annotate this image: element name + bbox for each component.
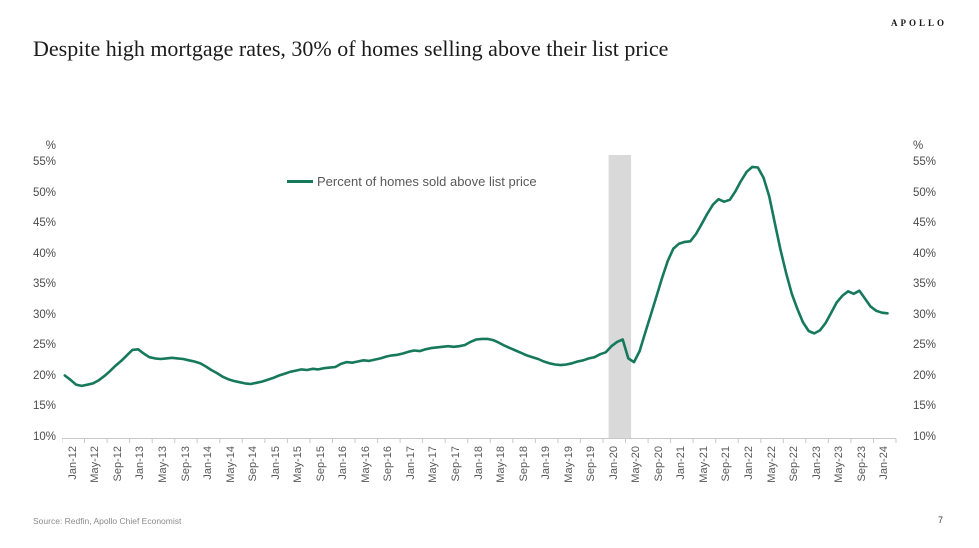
x-tick-label: Sep-19: [585, 446, 598, 482]
y-axis-unit-label: %: [45, 139, 56, 152]
x-tick-label: Jan-15: [269, 446, 282, 480]
x-tick-label: Sep-21: [720, 446, 733, 482]
y-tick-label: 30%: [32, 308, 56, 321]
y-tick-label: 30%: [913, 308, 937, 321]
x-tick-label: Jan-13: [134, 446, 147, 480]
y-tick-label: 10%: [32, 430, 56, 443]
y-tick-label: 50%: [32, 186, 56, 199]
x-tick-label: May-23: [833, 446, 846, 483]
x-tick-label: Sep-16: [382, 446, 395, 482]
x-tick-label: May-21: [697, 446, 710, 483]
y-tick-label: 50%: [913, 186, 937, 199]
x-tick-label: Sep-22: [788, 446, 801, 482]
y-tick-label: 20%: [32, 369, 56, 382]
y-tick-label: 40%: [32, 247, 56, 260]
page-title: Despite high mortgage rates, 30% of home…: [33, 36, 669, 61]
x-tick-label: Sep-12: [111, 446, 124, 482]
x-tick-label: Sep-23: [855, 446, 868, 482]
recession-band: [608, 155, 632, 439]
x-tick-label: May-19: [562, 446, 575, 483]
x-axis-labels: Jan-12 May-12 Sep-12 Jan-13 May-13 Sep-13 Jan-…: [62, 444, 912, 504]
legend: Percent of homes sold above list price: [287, 174, 537, 189]
y-tick-label: 45%: [913, 217, 937, 229]
y-tick-label: 35%: [32, 278, 56, 290]
y-tick-label: 20%: [913, 369, 937, 382]
apollo-logo: APOLLO: [890, 18, 947, 28]
x-tick-label: Jan-20: [607, 446, 620, 480]
x-tick-label: Sep-14: [247, 446, 260, 482]
y-tick-label: 35%: [913, 278, 937, 290]
line-chart: [62, 155, 897, 443]
y-tick-label: 15%: [32, 400, 56, 412]
x-tick-label: Sep-15: [314, 446, 327, 482]
page-number: 7: [937, 515, 943, 525]
y-tick-label: 55%: [913, 156, 937, 168]
x-tick-label: Jan-18: [472, 446, 485, 480]
x-tick-label: Sep-20: [652, 446, 665, 482]
y-tick-label: 45%: [32, 217, 56, 229]
x-tick-label: Jan-19: [540, 446, 553, 480]
x-tick-label: May-14: [224, 446, 237, 483]
x-tick-label: Jan-21: [675, 446, 688, 480]
x-tick-label: Sep-17: [450, 446, 462, 482]
x-tick-label: May-18: [495, 446, 507, 483]
x-tick-label: May-22: [765, 446, 778, 483]
x-tick-label: Jan-24: [878, 446, 891, 480]
x-tick-label: Jan-12: [66, 446, 79, 480]
x-tick-label: Sep-13: [179, 446, 192, 482]
x-tick-label: Jan-22: [743, 446, 755, 480]
x-tick-label: Jan-17: [404, 446, 417, 480]
x-tick-label: Jan-23: [810, 446, 823, 480]
y-axis-unit-label: %: [913, 139, 924, 152]
x-tick-label: Jan-14: [202, 446, 214, 480]
y-tick-label: 25%: [32, 339, 56, 351]
x-tick-label: May-16: [359, 446, 372, 483]
y-tick-label: 10%: [913, 430, 937, 443]
y-tick-label: 25%: [913, 339, 937, 351]
x-tick-label: Jan-16: [337, 446, 350, 480]
source-note: Source: Redfin, Apollo Chief Economist: [33, 516, 182, 526]
legend-line-marker: [287, 180, 313, 183]
x-tick-label: May-13: [156, 446, 169, 483]
x-tick-label: May-20: [630, 446, 643, 483]
x-tick-label: Sep-18: [517, 446, 530, 482]
y-tick-label: 40%: [913, 247, 937, 260]
legend-label: Percent of homes sold above list price: [317, 174, 537, 189]
x-tick-label: May-12: [89, 446, 102, 483]
series-line: [63, 165, 889, 388]
y-tick-label: 15%: [913, 400, 937, 412]
x-tick-label: May-15: [292, 446, 305, 483]
x-tick-label: May-17: [427, 446, 440, 483]
y-tick-label: 55%: [32, 156, 56, 168]
